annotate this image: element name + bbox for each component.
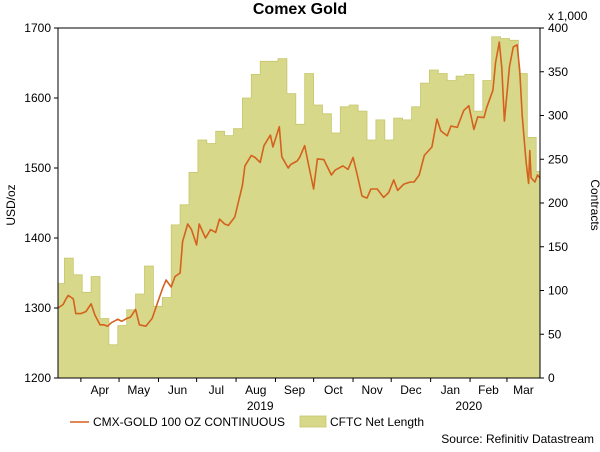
- cftc-net-length-area: [57, 36, 541, 379]
- x-axis-month-label: Oct: [324, 383, 343, 397]
- right-axis-tick-label: 50: [548, 327, 562, 341]
- left-axis-label: USD/oz: [4, 184, 18, 225]
- left-axis-tick-label: 1200: [24, 371, 51, 385]
- legend-area-swatch: [299, 415, 327, 428]
- legend: CMX-GOLD 100 OZ CONTINUOUS CFTC Net Leng…: [70, 415, 424, 429]
- right-axis-tick-label: 400: [548, 21, 568, 35]
- x-axis-month-label: Feb: [478, 383, 499, 397]
- right-axis-label: Contracts: [588, 179, 600, 230]
- right-axis: 0 50 100 150 200 250 300 350 400: [540, 21, 568, 385]
- source-note: Source: Refinitiv Datastream: [441, 432, 594, 446]
- chart-title: Comex Gold: [253, 1, 347, 18]
- left-axis-tick-label: 1700: [24, 21, 51, 35]
- left-axis-tick-label: 1300: [24, 301, 51, 315]
- x-axis-month-label: May: [127, 383, 150, 397]
- right-axis-tick-label: 150: [548, 240, 568, 254]
- x-axis-month-label: Sep: [284, 383, 306, 397]
- left-axis: 1200 1300 1400 1500 1600 1700: [24, 21, 58, 385]
- x-axis-year-label: 2020: [455, 399, 482, 413]
- x-axis-month-label: Nov: [361, 383, 382, 397]
- right-axis-tick-label: 200: [548, 196, 568, 210]
- x-axis-month-label: Jun: [168, 383, 187, 397]
- right-axis-multiplier: x 1,000: [548, 9, 588, 23]
- x-axis-year-label: 2019: [247, 399, 274, 413]
- x-axis-month-label: Jul: [209, 383, 224, 397]
- legend-area-label: CFTC Net Length: [330, 415, 424, 429]
- left-axis-tick-label: 1500: [24, 161, 51, 175]
- right-axis-tick-label: 300: [548, 109, 568, 123]
- right-axis-tick-label: 100: [548, 284, 568, 298]
- left-axis-tick-label: 1600: [24, 91, 51, 105]
- x-axis-month-label: Apr: [91, 383, 110, 397]
- x-axis-month-label: Mar: [513, 383, 534, 397]
- legend-line-label: CMX-GOLD 100 OZ CONTINUOUS: [93, 415, 285, 429]
- x-axis-month-label: Jan: [441, 383, 460, 397]
- x-axis-month-label: Aug: [245, 383, 266, 397]
- right-axis-tick-label: 350: [548, 65, 568, 79]
- x-axis: Apr May Jun Jul Aug Sep Oct Nov Dec Jan Feb Mar 2019…: [80, 378, 534, 413]
- gold-price-line: [57, 41, 541, 328]
- x-axis-month-label: Dec: [400, 383, 421, 397]
- right-axis-tick-label: 0: [548, 371, 555, 385]
- left-axis-tick-label: 1400: [24, 231, 51, 245]
- right-axis-tick-label: 250: [548, 152, 568, 166]
